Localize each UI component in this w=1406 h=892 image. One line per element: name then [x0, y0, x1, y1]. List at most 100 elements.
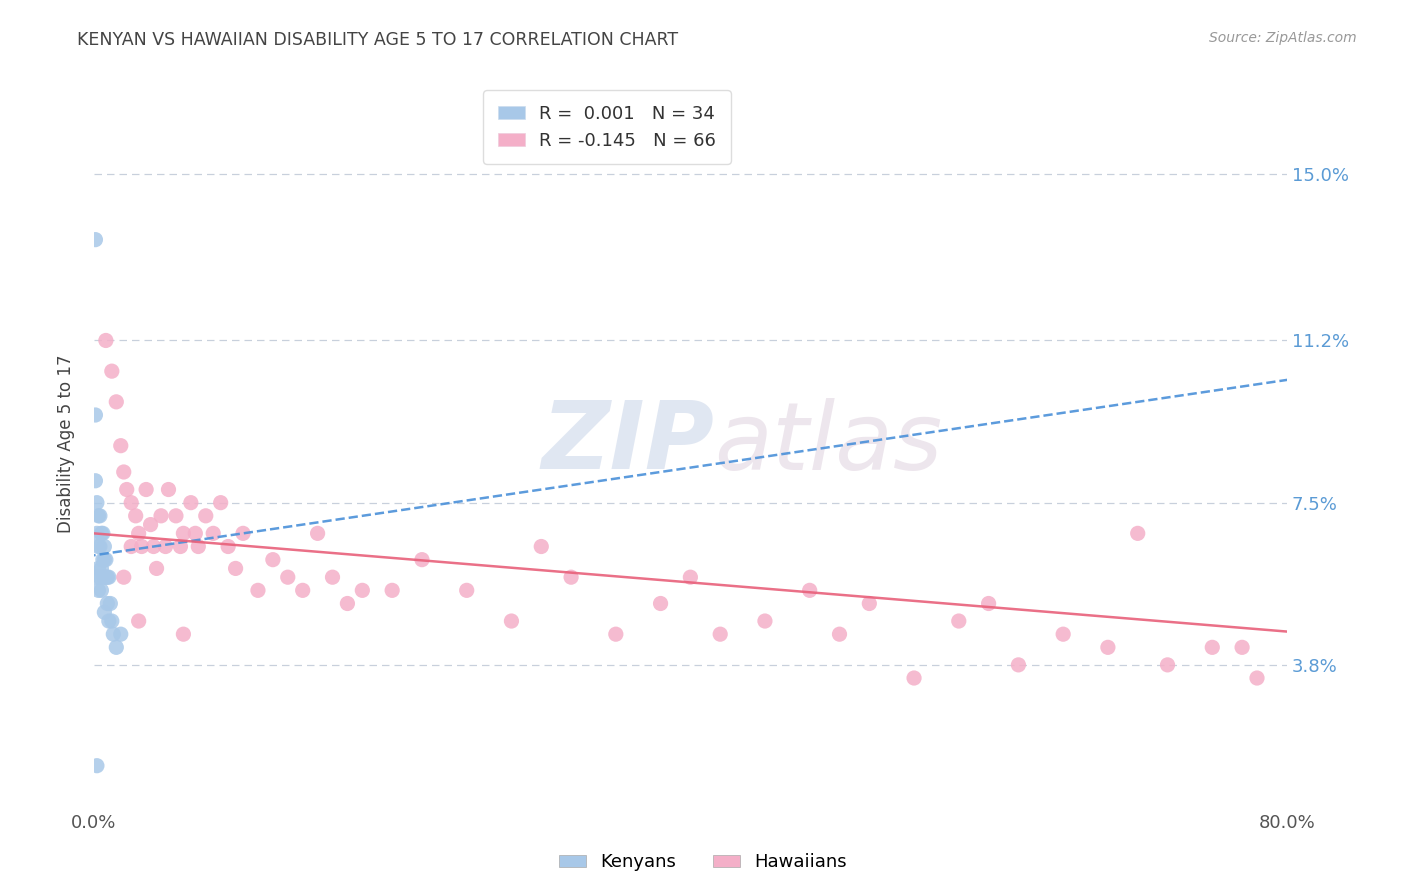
Point — [1126, 526, 1149, 541]
Point — [903, 671, 925, 685]
Point — [1097, 640, 1119, 655]
Point — [87, 583, 110, 598]
Point — [209, 496, 232, 510]
Point — [225, 561, 247, 575]
Point — [754, 614, 776, 628]
Point — [110, 439, 132, 453]
Point — [145, 561, 167, 575]
Point — [1007, 657, 1029, 672]
Point — [120, 540, 142, 554]
Point — [411, 552, 433, 566]
Point — [90, 583, 112, 598]
Point — [135, 483, 157, 497]
Point — [103, 627, 125, 641]
Y-axis label: Disability Age 5 to 17: Disability Age 5 to 17 — [58, 354, 75, 533]
Point — [142, 540, 165, 554]
Point — [456, 583, 478, 598]
Point — [101, 614, 124, 628]
Legend: Kenyans, Hawaiians: Kenyans, Hawaiians — [553, 847, 853, 879]
Point — [96, 570, 118, 584]
Text: ZIP: ZIP — [541, 398, 714, 490]
Point — [84, 408, 107, 422]
Point — [530, 540, 553, 554]
Point — [86, 526, 108, 541]
Point — [86, 496, 108, 510]
Point — [125, 508, 148, 523]
Point — [89, 570, 111, 584]
Point — [155, 540, 177, 554]
Point — [87, 561, 110, 575]
Point — [352, 583, 374, 598]
Point — [93, 605, 115, 619]
Point — [91, 526, 114, 541]
Point — [93, 552, 115, 566]
Point — [172, 627, 194, 641]
Legend: R =  0.001   N = 34, R = -0.145   N = 66: R = 0.001 N = 34, R = -0.145 N = 66 — [484, 90, 731, 164]
Point — [105, 394, 128, 409]
Point — [128, 526, 150, 541]
Point — [93, 540, 115, 554]
Point — [157, 483, 180, 497]
Point — [202, 526, 225, 541]
Point — [232, 526, 254, 541]
Point — [128, 614, 150, 628]
Point — [605, 627, 627, 641]
Point — [97, 570, 120, 584]
Point — [948, 614, 970, 628]
Point — [321, 570, 343, 584]
Point — [89, 540, 111, 554]
Point — [1201, 640, 1223, 655]
Point — [112, 465, 135, 479]
Point — [139, 517, 162, 532]
Point — [165, 508, 187, 523]
Point — [90, 526, 112, 541]
Point — [150, 508, 173, 523]
Point — [1156, 657, 1178, 672]
Point — [89, 508, 111, 523]
Point — [187, 540, 209, 554]
Point — [90, 561, 112, 575]
Point — [336, 597, 359, 611]
Point — [709, 627, 731, 641]
Point — [93, 570, 115, 584]
Point — [84, 233, 107, 247]
Point — [501, 614, 523, 628]
Point — [180, 496, 202, 510]
Point — [105, 640, 128, 655]
Point — [172, 526, 194, 541]
Point — [169, 540, 191, 554]
Point — [87, 508, 110, 523]
Point — [112, 570, 135, 584]
Point — [858, 597, 880, 611]
Text: atlas: atlas — [714, 398, 942, 489]
Point — [110, 627, 132, 641]
Point — [86, 570, 108, 584]
Point — [131, 540, 153, 554]
Point — [115, 483, 138, 497]
Point — [84, 474, 107, 488]
Point — [1230, 640, 1253, 655]
Text: KENYAN VS HAWAIIAN DISABILITY AGE 5 TO 17 CORRELATION CHART: KENYAN VS HAWAIIAN DISABILITY AGE 5 TO 1… — [77, 31, 679, 49]
Point — [1246, 671, 1268, 685]
Point — [381, 583, 404, 598]
Point — [650, 597, 672, 611]
Point — [91, 552, 114, 566]
Point — [291, 583, 314, 598]
Point — [828, 627, 851, 641]
Point — [120, 496, 142, 510]
Point — [1052, 627, 1074, 641]
Point — [217, 540, 239, 554]
Text: Source: ZipAtlas.com: Source: ZipAtlas.com — [1209, 31, 1357, 45]
Point — [184, 526, 207, 541]
Point — [94, 552, 117, 566]
Point — [97, 614, 120, 628]
Point — [246, 583, 269, 598]
Point — [277, 570, 299, 584]
Point — [799, 583, 821, 598]
Point — [194, 508, 217, 523]
Point — [560, 570, 582, 584]
Point — [87, 540, 110, 554]
Point — [679, 570, 702, 584]
Point — [307, 526, 329, 541]
Point — [96, 597, 118, 611]
